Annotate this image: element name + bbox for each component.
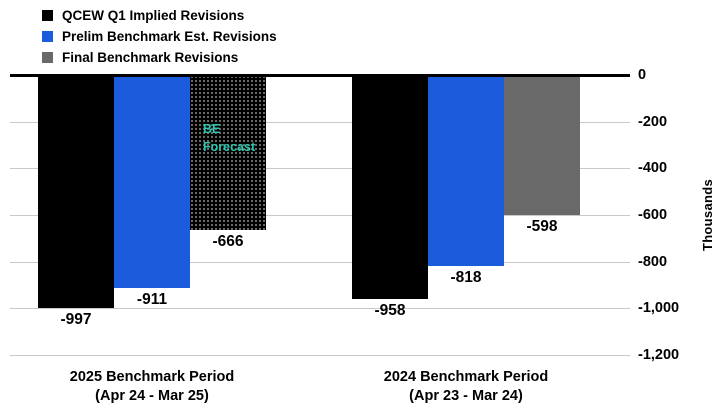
bar-group: -997 -911 BE Forecast -666 [38, 75, 266, 329]
bar-column: -958 [352, 75, 428, 320]
bar-column: -818 [428, 75, 504, 320]
legend-swatch-icon [42, 52, 53, 63]
category-label: 2025 Benchmark Period (Apr 24 - Mar 25) [69, 369, 235, 405]
bar [38, 75, 114, 308]
y-tick-label: -600 [638, 207, 668, 223]
bar-value-label: -911 [136, 290, 168, 308]
plot-area: -997 -911 BE Forecast -666 -958 -818 -598 [10, 74, 630, 356]
bar-value-label: -666 [212, 233, 244, 251]
legend-swatch-icon [42, 10, 53, 21]
bar-column: -911 [114, 75, 190, 329]
bar-group: -958 -818 -598 [352, 75, 580, 320]
y-tick-label: -800 [638, 253, 668, 270]
legend-label: QCEW Q1 Implied Revisions [62, 8, 245, 23]
bar [352, 75, 428, 299]
category-label: 2024 Benchmark Period (Apr 23 - Mar 24) [383, 369, 549, 405]
bar [504, 75, 580, 215]
y-axis-title: Thousands [697, 75, 717, 355]
bar-value-label: -598 [526, 217, 558, 235]
y-tick-label: -1,000 [638, 300, 680, 317]
bar-column: -997 [38, 75, 114, 329]
bar-column: -598 [504, 75, 580, 320]
bar-value-label: -818 [450, 268, 482, 286]
gridline [10, 261, 630, 263]
y-tick-label: -1,200 [638, 347, 680, 363]
gridline [10, 308, 630, 310]
bar-forecast-dotted: BE Forecast [190, 75, 266, 231]
gridline [10, 121, 630, 123]
y-tick-label: -200 [638, 113, 668, 130]
gridline [10, 215, 630, 216]
bar-value-label: -958 [374, 301, 406, 319]
y-axis-title-text: Thousands [699, 178, 715, 252]
be-forecast-annotation: BE Forecast [203, 122, 256, 154]
legend-item: Final Benchmark Revisions [42, 50, 277, 65]
x-axis-labels: 2025 Benchmark Period (Apr 24 - Mar 25) 20… [0, 368, 719, 413]
bar-value-label: -997 [60, 310, 92, 328]
legend-label: Prelim Benchmark Est. Revisions [62, 29, 277, 44]
bar-column: BE Forecast -666 [190, 75, 266, 329]
y-tick-label: 0 [638, 67, 647, 83]
zero-axis-line [10, 74, 630, 77]
bar [428, 75, 504, 266]
legend-swatch-icon [42, 31, 53, 42]
y-axis: 0 -200 -400 -600 -800 -1,000 -1,200 [638, 67, 696, 363]
bar [114, 75, 190, 288]
y-tick-label: -400 [638, 160, 668, 177]
legend-label: Final Benchmark Revisions [62, 50, 239, 65]
legend-item: QCEW Q1 Implied Revisions [42, 8, 277, 23]
legend: QCEW Q1 Implied Revisions Prelim Benchmar… [42, 8, 277, 65]
gridline [10, 168, 630, 170]
legend-item: Prelim Benchmark Est. Revisions [42, 29, 277, 44]
gridline [10, 355, 630, 356]
